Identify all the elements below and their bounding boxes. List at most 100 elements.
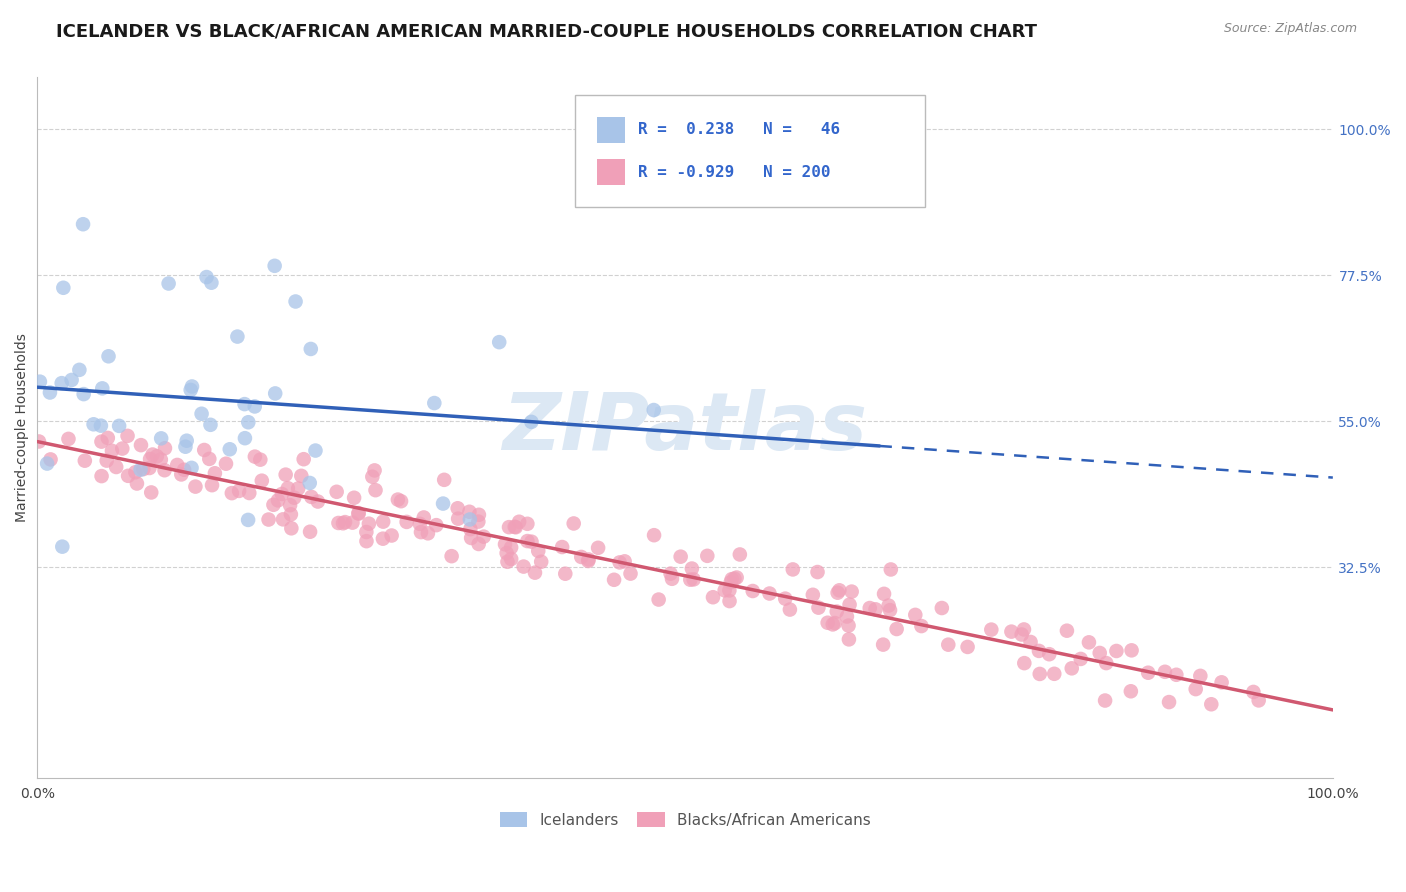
- Point: [1184, 682, 1206, 697]
- Point: [1247, 693, 1270, 707]
- Point: [181, 379, 204, 393]
- Point: [619, 566, 641, 581]
- Point: [516, 534, 538, 549]
- Point: [249, 452, 271, 467]
- Point: [495, 546, 517, 560]
- Point: [1028, 644, 1050, 658]
- Point: [681, 561, 703, 575]
- Point: [458, 512, 481, 526]
- Point: [333, 515, 356, 529]
- Point: [39, 385, 62, 400]
- Point: [520, 415, 543, 429]
- Point: [170, 467, 193, 482]
- Point: [90, 469, 112, 483]
- Point: [117, 468, 139, 483]
- Point: [283, 491, 305, 505]
- Point: [1000, 624, 1022, 639]
- Point: [838, 632, 860, 647]
- Point: [433, 473, 456, 487]
- Point: [838, 598, 860, 612]
- Point: [250, 474, 273, 488]
- Y-axis label: Married-couple Households: Married-couple Households: [15, 334, 30, 523]
- Point: [299, 342, 322, 356]
- Point: [725, 570, 748, 584]
- Point: [108, 418, 131, 433]
- Point: [782, 562, 804, 576]
- Point: [243, 450, 266, 464]
- Point: [821, 617, 844, 632]
- Point: [153, 463, 176, 477]
- Point: [141, 485, 163, 500]
- Point: [124, 465, 146, 479]
- Point: [153, 441, 176, 455]
- Point: [859, 601, 882, 615]
- Point: [801, 588, 824, 602]
- Point: [180, 383, 202, 397]
- Point: [669, 549, 692, 564]
- Point: [609, 556, 631, 570]
- Point: [835, 609, 858, 624]
- Point: [277, 481, 299, 495]
- Point: [1043, 666, 1066, 681]
- Point: [280, 521, 302, 535]
- Point: [342, 516, 364, 530]
- Point: [773, 591, 796, 606]
- Point: [325, 484, 347, 499]
- Point: [97, 431, 120, 445]
- Point: [280, 508, 302, 522]
- Point: [101, 443, 124, 458]
- Point: [613, 554, 636, 568]
- Point: [364, 483, 387, 498]
- Point: [347, 506, 370, 520]
- Point: [520, 534, 543, 549]
- Point: [91, 381, 114, 395]
- Point: [1166, 667, 1188, 681]
- Point: [741, 584, 763, 599]
- Point: [299, 490, 322, 504]
- FancyBboxPatch shape: [598, 159, 626, 186]
- Point: [184, 480, 207, 494]
- Point: [200, 417, 222, 432]
- Point: [643, 528, 665, 542]
- Point: [1157, 695, 1180, 709]
- Point: [37, 457, 59, 471]
- Point: [292, 452, 315, 467]
- Point: [97, 349, 120, 363]
- Point: [193, 442, 215, 457]
- Point: [1077, 635, 1099, 649]
- Point: [679, 573, 702, 587]
- Point: [806, 565, 828, 579]
- Point: [236, 513, 259, 527]
- Point: [343, 491, 366, 505]
- Point: [1056, 624, 1078, 638]
- Point: [173, 463, 195, 477]
- Point: [505, 520, 527, 534]
- Point: [138, 461, 160, 475]
- Point: [713, 583, 735, 598]
- Point: [494, 537, 516, 551]
- Point: [807, 600, 830, 615]
- Point: [1095, 656, 1118, 670]
- Point: [373, 515, 395, 529]
- Point: [356, 524, 378, 539]
- Point: [682, 573, 704, 587]
- Text: R = -0.929   N = 200: R = -0.929 N = 200: [638, 164, 831, 179]
- Point: [361, 469, 384, 483]
- Point: [299, 524, 322, 539]
- Point: [180, 461, 202, 475]
- Point: [498, 520, 520, 534]
- Point: [1241, 685, 1264, 699]
- Point: [67, 363, 90, 377]
- Point: [267, 493, 290, 508]
- Point: [221, 486, 243, 500]
- Point: [432, 497, 454, 511]
- Point: [1012, 623, 1035, 637]
- Point: [838, 618, 860, 632]
- Point: [904, 607, 927, 622]
- Point: [409, 525, 432, 540]
- Point: [381, 528, 404, 542]
- Point: [150, 431, 173, 445]
- Point: [718, 594, 741, 608]
- Point: [508, 515, 530, 529]
- Point: [52, 281, 75, 295]
